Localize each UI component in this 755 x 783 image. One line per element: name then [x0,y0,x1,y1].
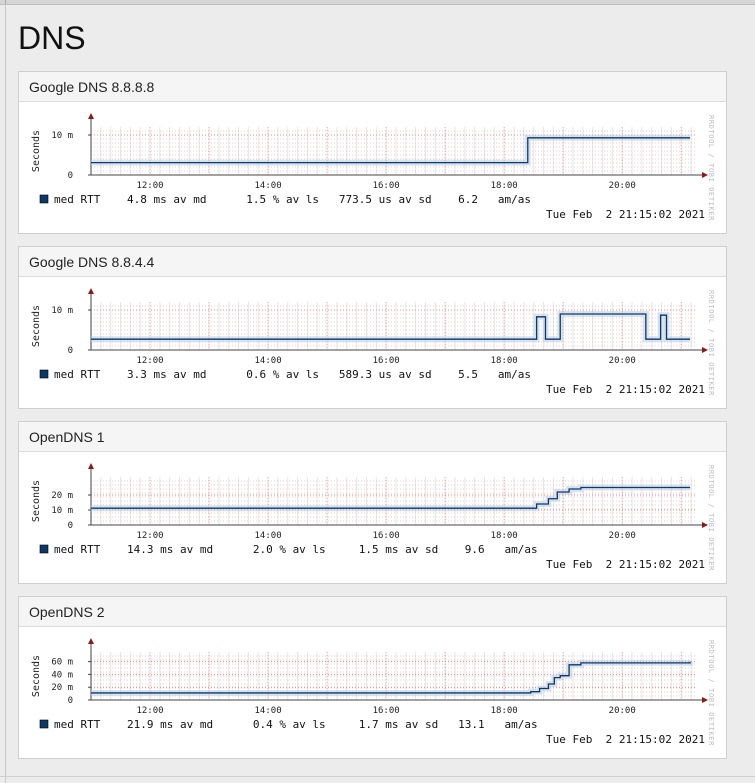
legend-name: med RTT [54,193,101,206]
x-axis-arrow [702,347,708,353]
legend-swatch [39,544,49,554]
rtt-variance-band [91,134,691,166]
legend-stats: 14.3 ms av md 2.0 % av ls 1.5 ms av sd 9… [127,543,538,556]
legend-stats: 3.3 ms av md 0.6 % av ls 589.3 us av sd … [127,368,531,381]
x-axis-arrow [702,697,708,703]
y-axis-label: Seconds [31,655,42,697]
legend-name: med RTT [54,718,101,731]
graph-timestamp: Tue Feb 2 21:15:02 2021 [546,383,705,396]
x-tick-label: 14:00 [255,356,282,366]
rrdtool-watermark: RRDTOOL / TOBI OETIKER [707,115,715,221]
graph-panel: OpenDNS 1 0 10 m 20 m 12:00 14:00 16:00 18:00 2… [18,421,727,584]
x-tick-label: 16:00 [373,531,400,541]
y-tick-label: 10 m [51,306,73,316]
rtt-graph: 0 20 m 40 m 60 m 12:00 14:00 16:00 18:00 20:00 Se… [31,638,715,746]
x-tick-label: 14:00 [255,181,282,191]
rtt-variance-band [91,484,691,512]
panel-title: OpenDNS 1 [19,422,726,452]
y-tick-label: 0 [68,346,73,356]
x-tick-label: 14:00 [255,531,282,541]
legend-name: med RTT [54,543,101,556]
legend-stats: 21.9 ms av md 0.4 % av ls 1.7 ms av sd 1… [127,718,538,731]
x-tick-label: 20:00 [609,181,636,191]
x-tick-label: 18:00 [491,181,518,191]
legend-swatch [39,369,49,379]
legend-swatch [39,194,49,204]
rtt-graph: 0 10 m 20 m 12:00 14:00 16:00 18:00 20:00 Second… [31,463,715,571]
rrdtool-watermark: RRDTOOL / TOBI OETIKER [707,640,715,746]
y-tick-label: 60 m [51,658,73,668]
x-axis-arrow [702,522,708,528]
y-tick-label: 10 m [51,131,73,141]
legend-swatch [39,719,49,729]
top-bar [0,0,755,5]
med-rtt-line [91,313,691,340]
legend-name: med RTT [54,368,101,381]
panel-title: Google DNS 8.8.4.4 [19,247,726,277]
y-axis-label: Seconds [31,305,42,347]
x-tick-label: 12:00 [136,356,163,366]
graph-panel: OpenDNS 2 0 20 m 40 m 60 m 12:00 14:00 16:00 18… [18,596,727,759]
graph-panel: Google DNS 8.8.8.8 0 10 m 12:00 14:00 16:00 1… [18,71,727,234]
rrdtool-watermark: RRDTOOL / TOBI OETIKER [707,465,715,571]
y-axis-arrow [88,288,94,294]
x-tick-label: 16:00 [373,181,400,191]
x-tick-label: 18:00 [491,531,518,541]
x-tick-label: 20:00 [609,706,636,716]
page-title: DNS [18,20,86,56]
x-tick-label: 12:00 [136,531,163,541]
graph-panel: Google DNS 8.8.4.4 0 10 m 12:00 14:00 16:00 1… [18,246,727,409]
med-rtt-line [91,486,691,509]
x-tick-label: 18:00 [491,356,518,366]
rtt-variance-band [91,311,691,343]
y-tick-label: 0 [68,521,73,531]
y-axis-arrow [88,638,94,644]
y-tick-label: 10 m [51,506,73,516]
x-tick-label: 14:00 [255,706,282,716]
page-bottom-border [0,776,755,777]
rtt-graph: 0 10 m 12:00 14:00 16:00 18:00 20:00 Seconds RRD… [31,113,715,221]
legend-stats: 4.8 ms av md 1.5 % av ls 773.5 us av sd … [127,193,531,206]
y-tick-label: 20 m [51,683,73,693]
y-tick-label: 40 m [51,670,73,680]
graph-timestamp: Tue Feb 2 21:15:02 2021 [546,558,705,571]
panel-title: OpenDNS 2 [19,597,726,627]
y-tick-label: 0 [68,696,73,706]
panel-title: Google DNS 8.8.8.8 [19,72,726,102]
left-border [5,4,6,783]
med-rtt-line [91,137,691,164]
x-tick-label: 20:00 [609,356,636,366]
x-tick-label: 16:00 [373,356,400,366]
x-tick-label: 12:00 [136,181,163,191]
y-axis-label: Seconds [31,480,42,522]
tab-edge [5,0,6,4]
y-axis-label: Seconds [31,130,42,172]
y-axis-arrow [88,113,94,119]
graph-timestamp: Tue Feb 2 21:15:02 2021 [546,733,705,746]
x-tick-label: 18:00 [491,706,518,716]
x-tick-label: 12:00 [136,706,163,716]
y-axis-arrow [88,463,94,469]
y-tick-label: 20 m [51,491,73,501]
med-rtt-line [91,661,691,694]
x-tick-label: 20:00 [609,531,636,541]
x-axis-arrow [702,172,708,178]
rtt-graph: 0 10 m 12:00 14:00 16:00 18:00 20:00 Seconds RRD… [31,288,715,396]
y-tick-label: 0 [68,171,73,181]
graph-timestamp: Tue Feb 2 21:15:02 2021 [546,208,705,221]
x-tick-label: 16:00 [373,706,400,716]
rrdtool-watermark: RRDTOOL / TOBI OETIKER [707,290,715,396]
rtt-variance-band [91,659,694,696]
